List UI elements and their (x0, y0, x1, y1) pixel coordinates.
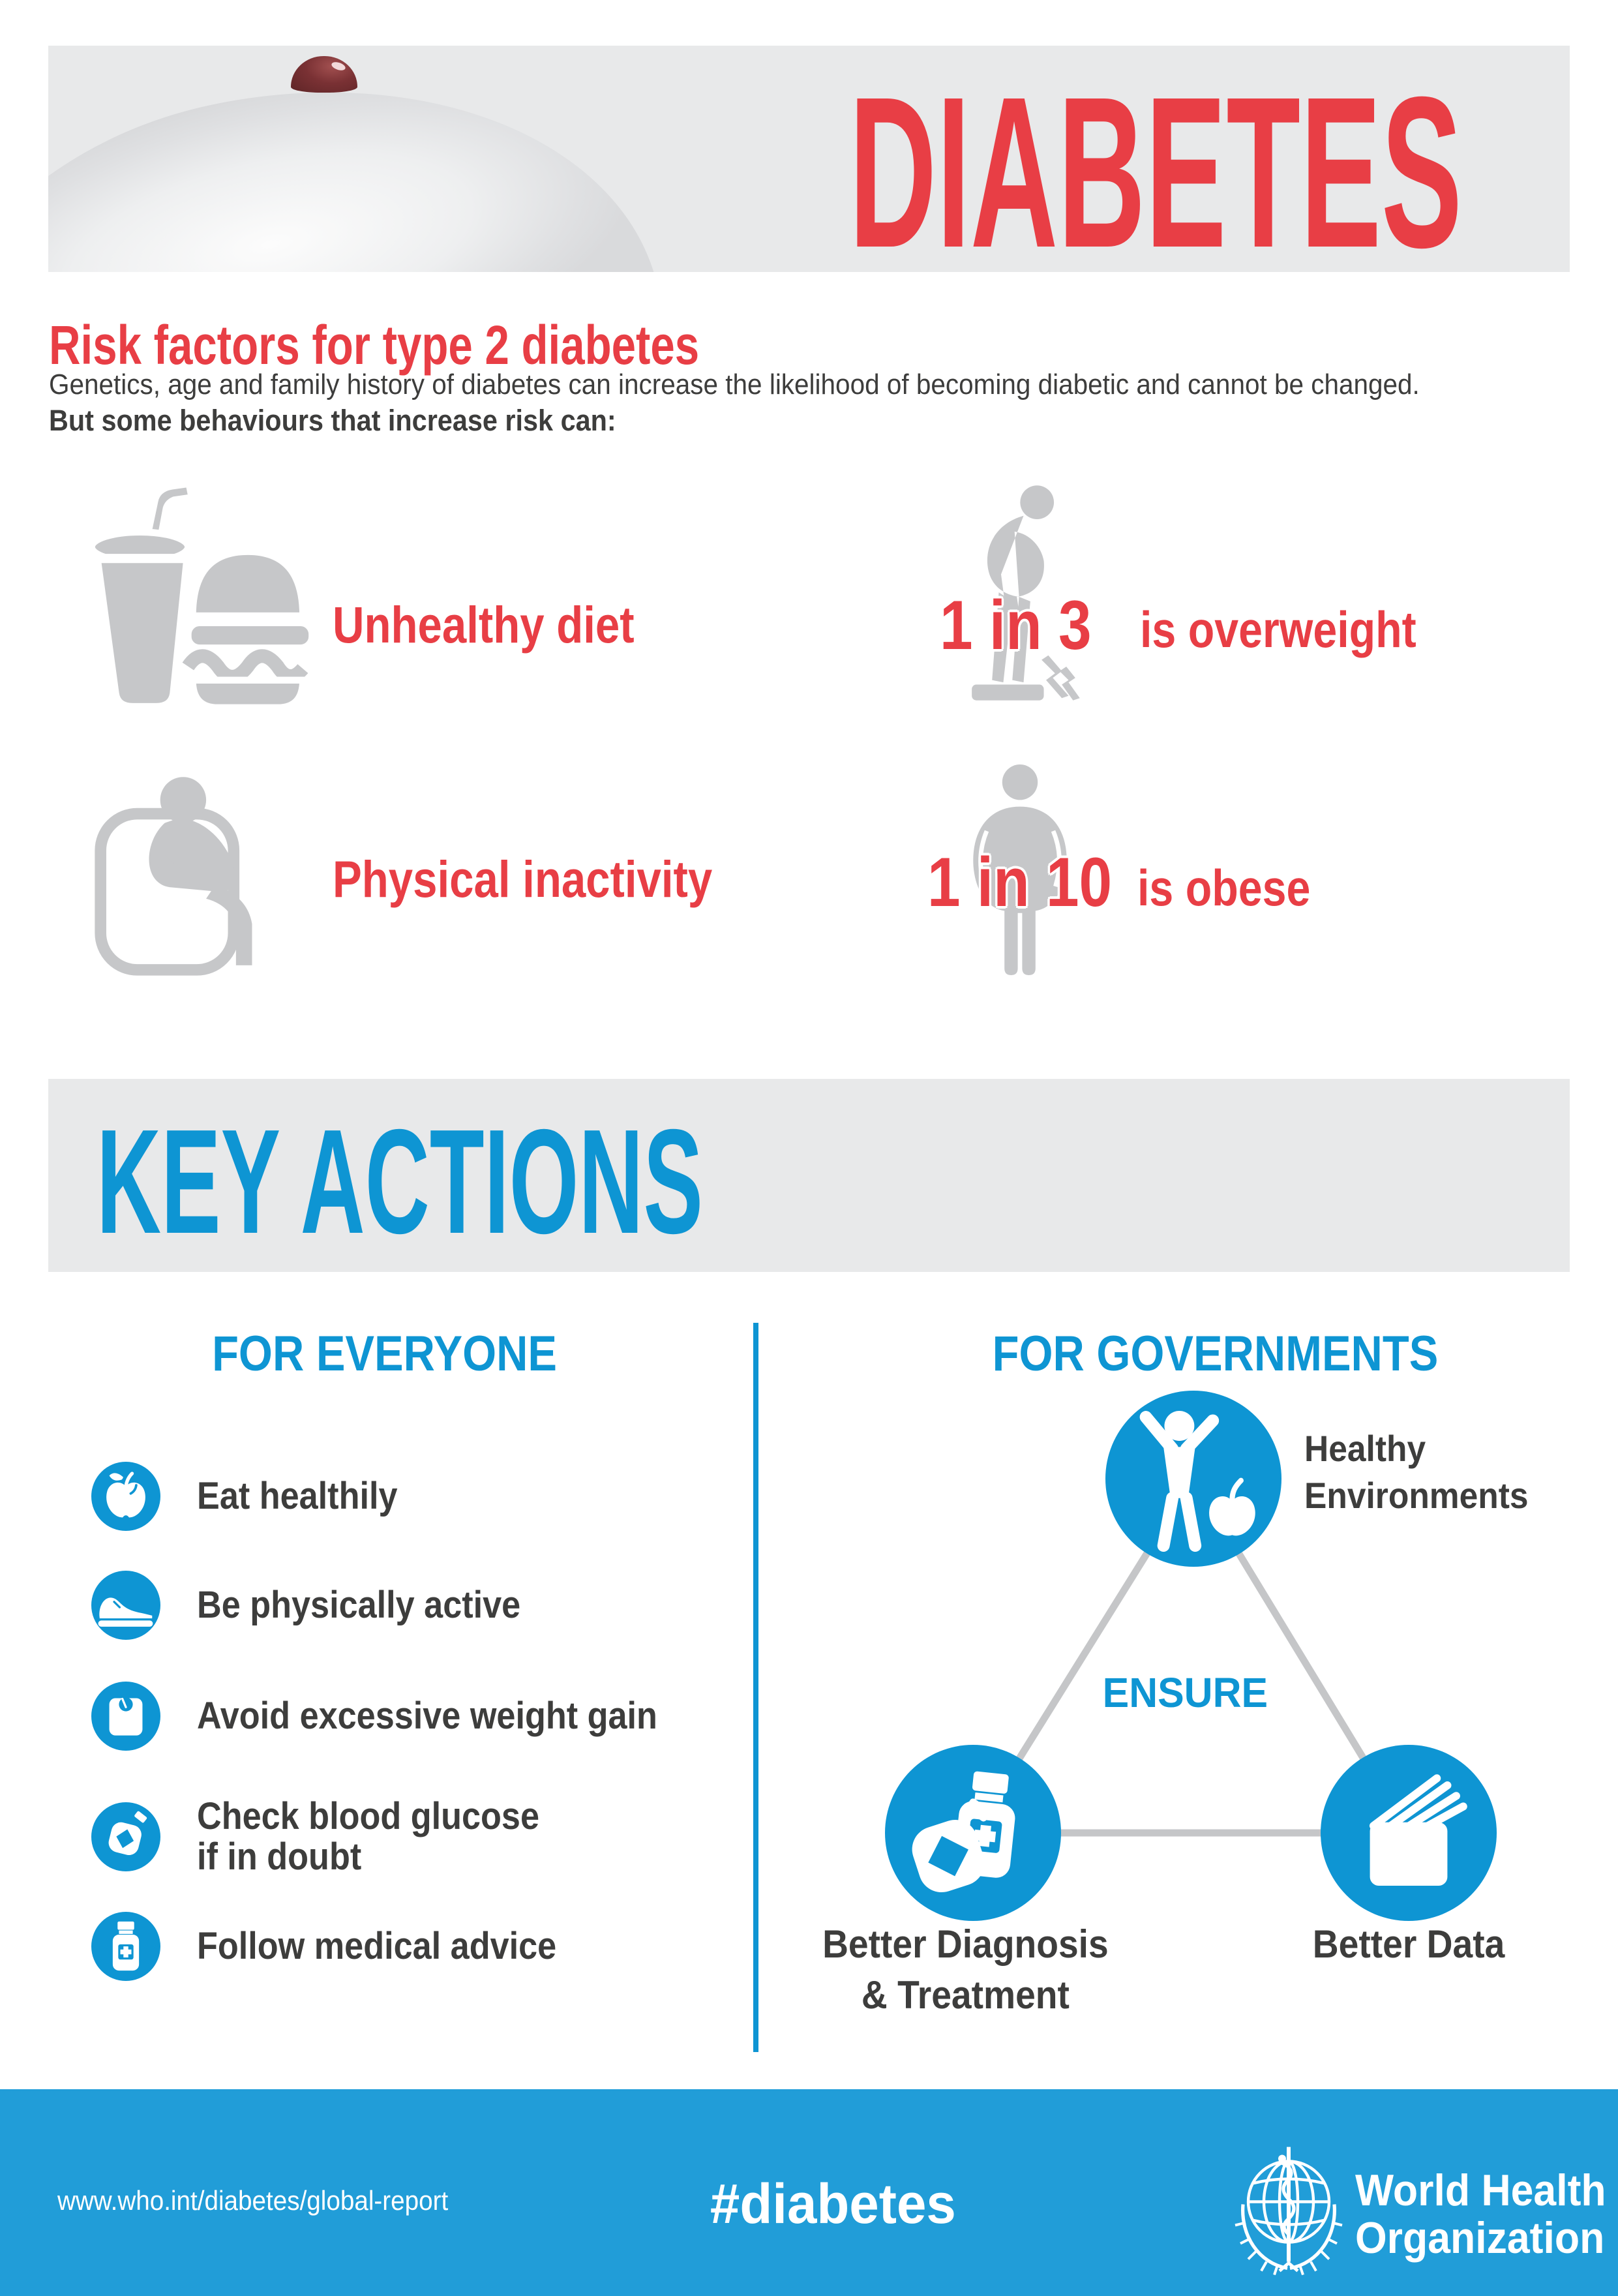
blood-drop-icon (291, 56, 357, 93)
footer-hashtag: #diabetes (710, 2173, 956, 2235)
unhealthy-diet-label: Unhealthy diet (333, 596, 635, 654)
scale-icon (91, 1682, 160, 1751)
list-item-text: Eat healthily (197, 1475, 398, 1517)
healthy-environments-icon (1105, 1391, 1281, 1567)
physical-inactivity-label: Physical inactivity (333, 850, 713, 908)
who-wordmark: World Health Organization (1355, 2166, 1606, 2263)
obese-label: is obese (1137, 859, 1311, 916)
medicine-bottle-icon (91, 1912, 160, 1981)
list-item-eat-healthily: Eat healthily (91, 1447, 730, 1545)
overweight-label: is overweight (1140, 601, 1416, 658)
apple-icon (91, 1462, 160, 1531)
fast-food-icon (88, 483, 316, 712)
healthy-environments-label: Healthy Environments (1304, 1428, 1529, 1516)
key-actions-title-svg: KEY ACTIONS (97, 1108, 703, 1248)
header-title-svg: DIABETES (849, 56, 1462, 260)
for-everyone-heading: FOR EVERYONE (212, 1326, 558, 1382)
overweight-person-icon (972, 485, 1080, 701)
obese-person-icon (973, 764, 1067, 975)
finger-photo (48, 46, 705, 272)
for-governments-heading: FOR GOVERNMENTS (992, 1326, 1439, 1382)
key-actions-band (48, 1079, 1570, 1272)
better-data-icon (1321, 1745, 1497, 1921)
column-divider (753, 1323, 758, 2052)
obese-stat: 1 in 10 (927, 843, 1113, 921)
key-actions-title: KEY ACTIONS (97, 1108, 703, 1248)
risk-section-title: Risk factors for type 2 diabetes (49, 314, 700, 376)
list-item-be-active: Be physically active (91, 1556, 730, 1654)
sneaker-icon (91, 1571, 160, 1640)
list-item-medical-advice: Follow medical advice (91, 1897, 730, 1995)
header-band (48, 46, 1570, 272)
blood-drop-highlight (330, 60, 347, 72)
overweight-stat: 1 in 3 (940, 586, 1092, 664)
better-diagnosis-icon (885, 1745, 1061, 1921)
list-item-text: Follow medical advice (197, 1925, 557, 1967)
footer-url: www.who.int/diabetes/global-report (57, 2185, 449, 2216)
risk-intro-line1: Genetics, age and family history of diab… (49, 369, 1420, 400)
who-logo (1235, 2147, 1343, 2275)
list-item-text: Check blood glucose if in doubt (197, 1795, 539, 1878)
list-item-check-glucose: Check blood glucose if in doubt (91, 1788, 730, 1886)
glucose-meter-icon (91, 1802, 160, 1871)
page-title: DIABETES (849, 56, 1462, 260)
list-item-text: Be physically active (197, 1584, 521, 1626)
footer-band (0, 2089, 1618, 2296)
ensure-label: ENSURE (1102, 1669, 1268, 1716)
list-item-avoid-weight-gain: Avoid excessive weight gain (91, 1667, 730, 1765)
better-diagnosis-label: Better Diagnosis & Treatment (822, 1922, 1109, 2017)
risk-intro-line2: But some behaviours that increase risk c… (49, 404, 616, 437)
list-item-text: Avoid excessive weight gain (197, 1695, 657, 1737)
better-data-label: Better Data (1312, 1922, 1505, 1966)
couch-person-icon (95, 777, 252, 976)
